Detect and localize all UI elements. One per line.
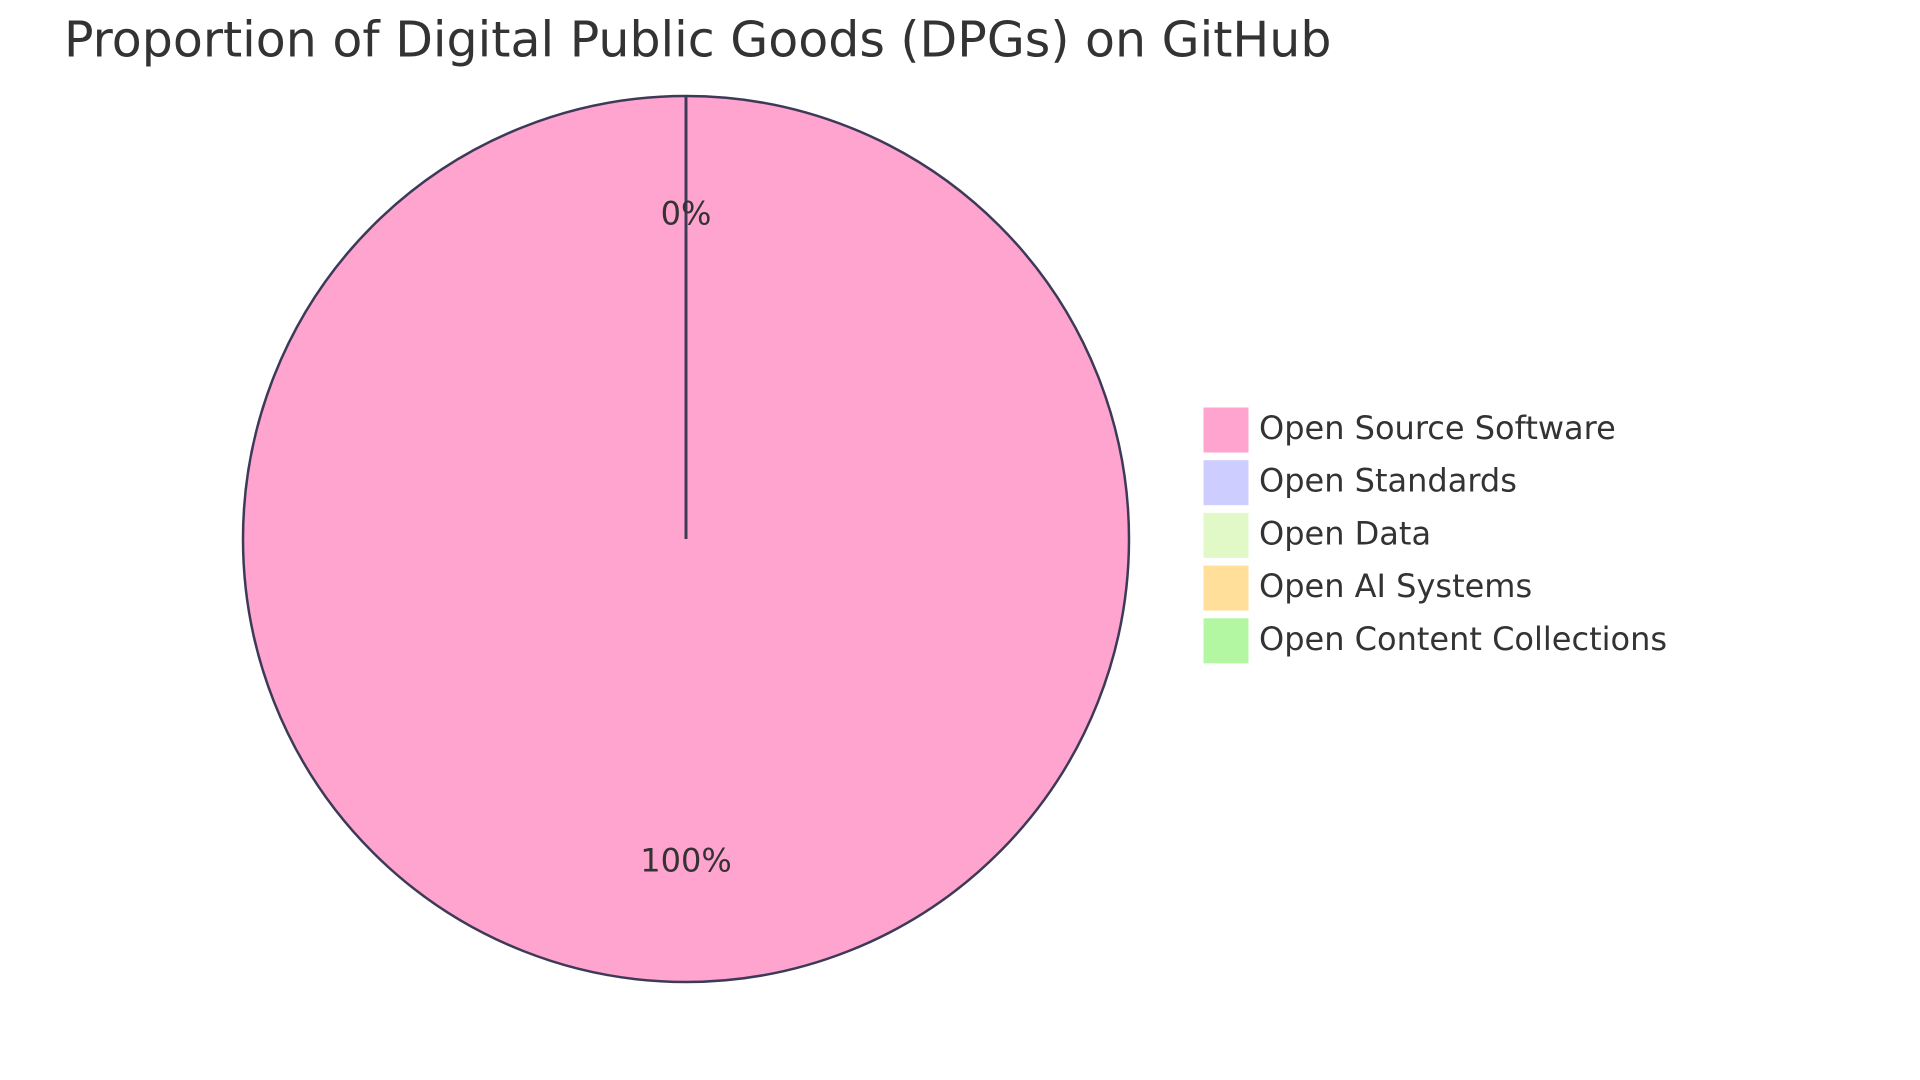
chart-title: Proportion of Digital Public Goods (DPGs… xyxy=(64,12,1331,69)
legend-label: Open Data xyxy=(1259,514,1431,552)
legend-label: Open Source Software xyxy=(1259,409,1616,447)
legend-label: Open Content Collections xyxy=(1259,620,1667,658)
slice-label: 100% xyxy=(640,841,731,879)
legend-label: Open AI Systems xyxy=(1259,567,1532,605)
legend-swatch xyxy=(1203,512,1249,558)
legend-swatch xyxy=(1203,460,1249,506)
legend-swatch xyxy=(1203,407,1249,453)
legend-swatch xyxy=(1203,618,1249,664)
legend-label: Open Standards xyxy=(1259,462,1517,500)
slice-label: 0% xyxy=(661,195,712,233)
legend-swatch xyxy=(1203,565,1249,611)
